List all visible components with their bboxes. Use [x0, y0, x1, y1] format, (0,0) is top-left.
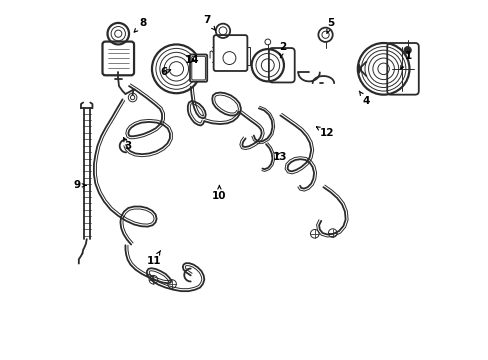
Circle shape	[403, 46, 410, 54]
FancyBboxPatch shape	[268, 48, 294, 82]
Text: 5: 5	[326, 18, 334, 33]
Text: 12: 12	[316, 127, 333, 138]
Text: 13: 13	[273, 152, 287, 162]
Text: 2: 2	[279, 42, 286, 58]
Text: 3: 3	[123, 138, 131, 151]
FancyBboxPatch shape	[102, 41, 134, 75]
Text: 10: 10	[212, 185, 226, 201]
Text: 14: 14	[184, 55, 199, 65]
FancyBboxPatch shape	[213, 35, 247, 71]
Text: 6: 6	[160, 67, 170, 77]
FancyBboxPatch shape	[386, 43, 418, 95]
Text: 7: 7	[203, 15, 215, 30]
Text: 8: 8	[134, 18, 147, 32]
FancyBboxPatch shape	[190, 54, 207, 82]
FancyBboxPatch shape	[191, 56, 205, 80]
Text: 4: 4	[359, 91, 369, 106]
Text: 1: 1	[400, 51, 411, 69]
Text: 11: 11	[146, 251, 161, 266]
Text: 9: 9	[73, 180, 86, 190]
